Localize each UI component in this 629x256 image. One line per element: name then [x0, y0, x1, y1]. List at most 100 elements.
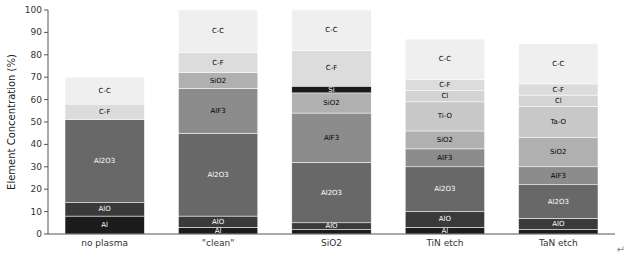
- x-tick-label: SiO2: [321, 238, 342, 248]
- y-tick: [44, 122, 48, 123]
- y-tick-label: 20: [31, 184, 43, 194]
- bar-segment: [405, 227, 484, 234]
- bars: [65, 10, 598, 234]
- x-axis: [48, 234, 615, 235]
- bar-segment: [65, 77, 144, 104]
- segment-label: SiO2: [323, 99, 339, 107]
- y-tick: [44, 234, 48, 235]
- y-tick-label: 0: [36, 229, 42, 239]
- segment-label: C-F: [553, 86, 564, 94]
- bar-segment: [405, 91, 484, 102]
- segment-label: AlO: [212, 218, 225, 226]
- bar-segment: [519, 230, 598, 234]
- segment-label: C-C: [325, 26, 337, 34]
- bar-segment: [65, 203, 144, 216]
- segment-label: C-C: [439, 55, 451, 63]
- bar-segment: [292, 223, 371, 230]
- segment-label: Al2O3: [548, 198, 569, 206]
- bar-segment: [405, 167, 484, 212]
- bar-segment: [292, 230, 371, 234]
- y-axis-label: Element Concentration (%): [6, 54, 17, 190]
- bar-segment: [405, 212, 484, 228]
- segment-label: C-F: [99, 108, 110, 116]
- segment-label: C-C: [212, 27, 224, 35]
- segment-label: C-C: [552, 60, 564, 68]
- segment-label: Cl: [441, 92, 448, 100]
- chart: 0102030405060708090100Element Concentrat…: [0, 0, 629, 256]
- segment-label: Al2O3: [94, 157, 115, 165]
- segment-label: Si: [328, 86, 334, 94]
- segment-label: AlF3: [551, 172, 566, 180]
- segment-label: Al2O3: [434, 185, 455, 193]
- segment-label: SiO2: [550, 148, 566, 156]
- bar-segment: [519, 44, 598, 84]
- segment-label: Al: [442, 227, 449, 235]
- bar-segment: [292, 93, 371, 113]
- bar-segment: [178, 133, 257, 216]
- y-tick: [44, 10, 48, 11]
- y-tick-label: 10: [31, 207, 43, 217]
- bar-segment: [178, 88, 257, 133]
- y-tick: [44, 77, 48, 78]
- segment-label: AlF3: [437, 154, 452, 162]
- annotation: ↵: [617, 244, 625, 255]
- y-tick-label: 90: [31, 27, 43, 37]
- segment-label: SiO2: [437, 136, 453, 144]
- bar-segment: [519, 185, 598, 219]
- bar-segment: [405, 131, 484, 149]
- segment-label: AlO: [552, 220, 565, 228]
- y-tick-label: 60: [31, 95, 43, 105]
- segment-label: C-F: [439, 81, 450, 89]
- data-labels: AlAlAlAlOAlOAlOAlOAlOAl2O3Al2O3Al2O3Al2O…: [94, 26, 569, 234]
- segment-label: C-C: [99, 87, 111, 95]
- bar-segment: [519, 84, 598, 95]
- bar-segment: [65, 104, 144, 120]
- bar-segment: [405, 102, 484, 131]
- bar-segment: [65, 120, 144, 203]
- x-tick-label: TaN etch: [538, 238, 578, 248]
- bar-segment: [405, 149, 484, 167]
- bar-segment: [519, 218, 598, 229]
- bar-segment: [405, 79, 484, 90]
- bar-segment: [292, 86, 371, 93]
- segment-label: AlF3: [324, 134, 339, 142]
- segment-label: C-F: [212, 59, 223, 67]
- segment-label: Al2O3: [321, 189, 342, 197]
- bar-segment: [519, 167, 598, 185]
- y-tick-label: 100: [25, 5, 42, 15]
- y-tick: [44, 189, 48, 190]
- y-tick: [44, 99, 48, 100]
- y-tick: [44, 166, 48, 167]
- segment-label: SiO2: [210, 77, 226, 85]
- x-tick-label: no plasma: [81, 238, 128, 248]
- bar-segment: [292, 113, 371, 162]
- y-tick-label: 80: [31, 50, 43, 60]
- segment-label: Al2O3: [208, 171, 229, 179]
- x-tick-label: "clean": [202, 238, 234, 248]
- segment-label: Al: [215, 227, 222, 235]
- bar-segment: [405, 39, 484, 79]
- y-tick-label: 50: [31, 117, 43, 127]
- y-axis: [48, 10, 49, 234]
- bar-segment: [519, 138, 598, 167]
- x-tick-label: TiN etch: [425, 238, 463, 248]
- bar-segment: [178, 216, 257, 227]
- bar-segment: [519, 106, 598, 137]
- y-tick: [44, 54, 48, 55]
- segment-label: Al: [101, 221, 108, 229]
- bar-segment: [178, 10, 257, 53]
- segment-label: Ta-O: [549, 118, 566, 126]
- y-tick: [44, 144, 48, 145]
- bar-segment: [292, 10, 371, 50]
- segment-label: AlO: [439, 215, 452, 223]
- bar-segment: [65, 216, 144, 234]
- segment-label: Cl: [555, 97, 562, 105]
- segment-label: Ti-O: [437, 112, 453, 120]
- y-tick: [44, 32, 48, 33]
- bar-segment: [292, 50, 371, 86]
- y-tick-label: 40: [31, 139, 43, 149]
- y-tick: [44, 211, 48, 212]
- bar-segment: [178, 73, 257, 89]
- bar-segment: [178, 227, 257, 234]
- segment-label: AlO: [99, 205, 112, 213]
